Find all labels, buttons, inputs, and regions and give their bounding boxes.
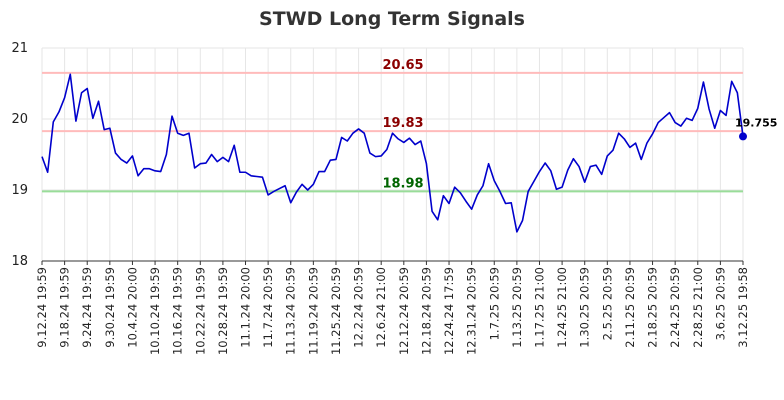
- x-tick-label: 11.1.24 20:00: [239, 267, 253, 348]
- x-tick-label: 2.11.25 20:59: [623, 267, 637, 348]
- x-tick-label: 11.7.24 20:59: [261, 267, 275, 348]
- signal-label: 19.83: [382, 116, 423, 131]
- x-tick-label: 2.18.25 20:59: [646, 267, 660, 348]
- chart-title: STWD Long Term Signals: [259, 8, 525, 30]
- x-tick-label: 9.12.24 19:59: [35, 267, 49, 348]
- x-tick-label: 1.30.25 20:59: [578, 267, 592, 348]
- x-tick-label: 2.5.25 20:59: [600, 267, 614, 340]
- x-tick-label: 12.12.24 20:59: [397, 267, 411, 355]
- x-tick-label: 1.24.25 21:00: [555, 267, 569, 348]
- x-tick-label: 10.4.24 20:00: [125, 267, 139, 348]
- x-tick-label: 11.13.24 20:59: [284, 267, 298, 355]
- x-tick-label: 12.18.24 20:59: [419, 267, 433, 355]
- y-tick-label: 19: [11, 183, 28, 198]
- x-tick-label: 1.13.25 20:59: [510, 267, 524, 348]
- x-tick-label: 10.16.24 19:59: [171, 267, 185, 355]
- x-tick-label: 10.28.24 19:59: [216, 267, 230, 355]
- x-tick-label: 3.12.25 19:58: [736, 267, 750, 348]
- x-tick-label: 10.22.24 19:59: [193, 267, 207, 355]
- x-tick-label: 12.2.24 20:59: [352, 267, 366, 348]
- x-tick-label: 2.24.25 20:59: [668, 267, 682, 348]
- x-tick-label: 12.6.24 21:00: [374, 267, 388, 348]
- y-tick-label: 21: [11, 41, 28, 56]
- x-tick-label: 2.28.25 21:00: [691, 267, 705, 348]
- x-tick-label: 11.19.24 20:59: [306, 267, 320, 355]
- last-price-label: 19.755: [735, 116, 777, 129]
- x-tick-label: 12.31.24 20:59: [465, 267, 479, 355]
- y-tick-label: 20: [11, 112, 28, 127]
- signal-label: 20.65: [382, 58, 423, 73]
- x-tick-label: 9.18.24 19:59: [58, 267, 72, 348]
- x-tick-label: 1.7.25 20:59: [487, 267, 501, 340]
- y-tick-label: 18: [11, 254, 28, 269]
- last-price-marker: [739, 132, 747, 141]
- x-tick-label: 9.30.24 19:59: [103, 267, 117, 348]
- signal-label: 18.98: [382, 176, 423, 191]
- price-line: [41, 73, 744, 233]
- x-tick-label: 3.6.25 20:59: [713, 267, 727, 340]
- x-tick-label: 1.17.25 21:00: [532, 267, 546, 348]
- x-tick-label: 10.10.24 19:59: [148, 267, 162, 355]
- x-tick-label: 11.25.24 20:59: [329, 267, 343, 355]
- x-tick-label: 9.24.24 19:59: [80, 267, 94, 348]
- x-tick-label: 12.24.24 17:59: [442, 267, 456, 355]
